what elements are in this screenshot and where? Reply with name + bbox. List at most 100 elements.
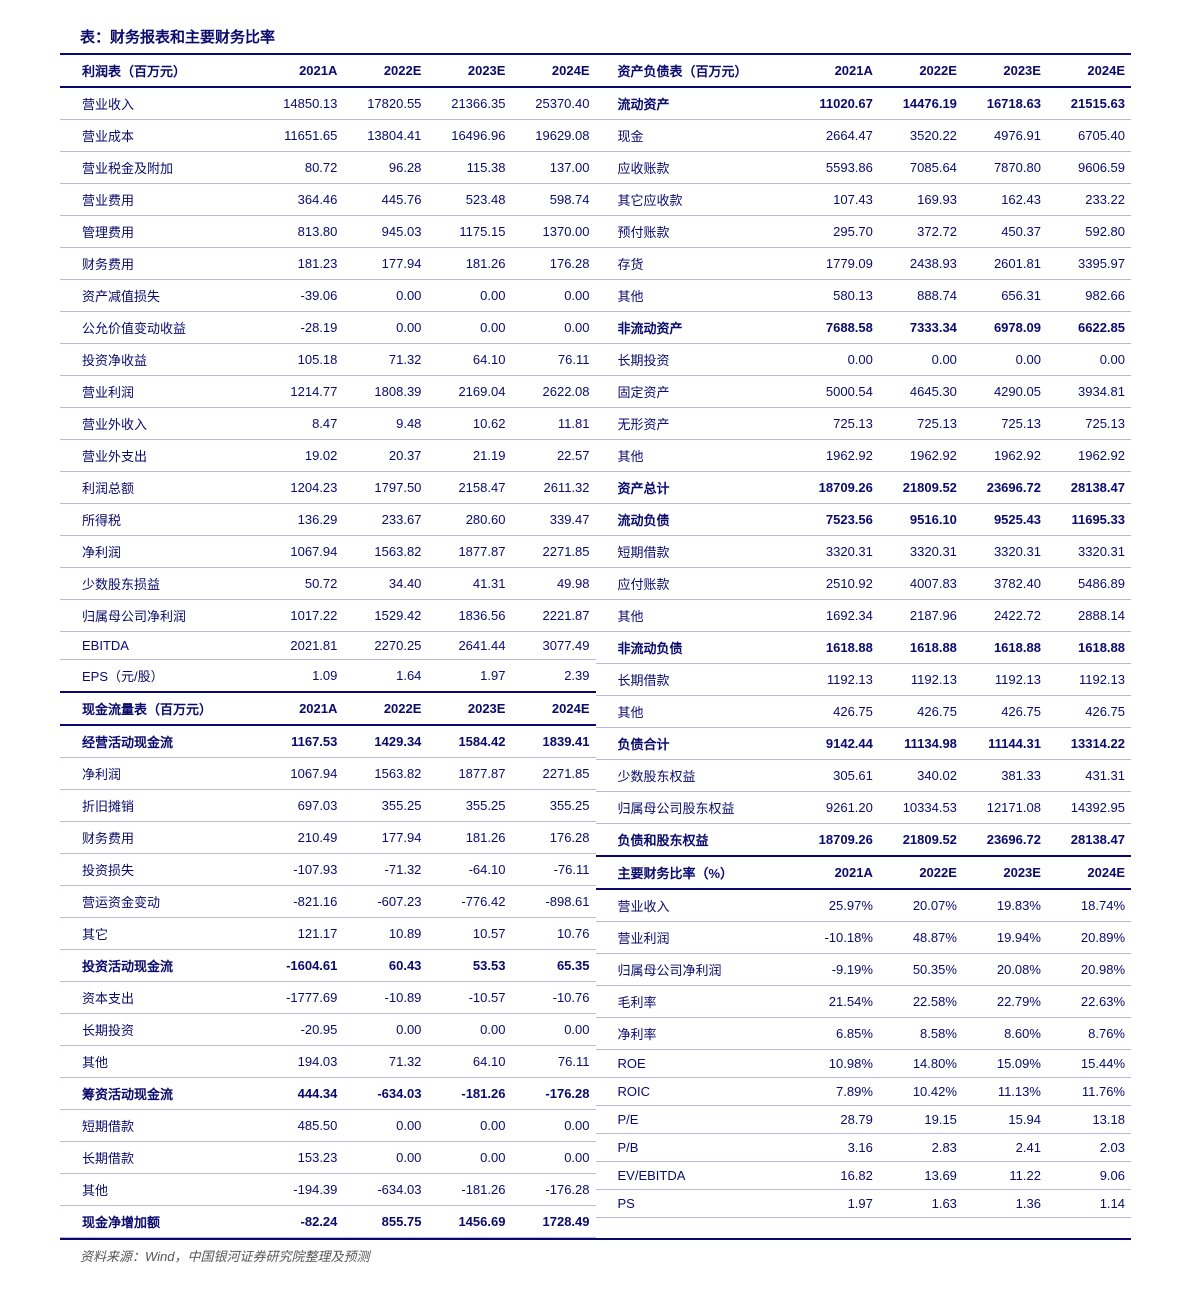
cell-value: 7333.34 xyxy=(879,312,963,344)
table-row: 毛利率21.54%22.58%22.79%22.63% xyxy=(596,986,1132,1018)
cell-value: 7.89% xyxy=(795,1078,879,1106)
cell-value: 3077.49 xyxy=(511,632,595,660)
cell-value: 2.39 xyxy=(511,660,595,693)
row-label: 无形资产 xyxy=(596,408,795,440)
cell-value: 64.10 xyxy=(427,1046,511,1078)
year-header: 2024E xyxy=(1047,856,1131,889)
cell-value: 426.75 xyxy=(1047,696,1131,728)
cell-value: 105.18 xyxy=(259,344,343,376)
cell-value: 137.00 xyxy=(511,152,595,184)
cell-value: 0.00 xyxy=(795,344,879,376)
cell-value: -194.39 xyxy=(259,1174,343,1206)
row-label: 营业税金及附加 xyxy=(60,152,259,184)
row-label: 负债合计 xyxy=(596,728,795,760)
table-row: EPS（元/股）1.091.641.972.39 xyxy=(60,660,596,693)
cell-value: 725.13 xyxy=(1047,408,1131,440)
cell-value: 945.03 xyxy=(343,216,427,248)
table-row: 资本支出-1777.69-10.89-10.57-10.76 xyxy=(60,982,596,1014)
cell-value: -10.76 xyxy=(511,982,595,1014)
table-row: 其他-194.39-634.03-181.26-176.28 xyxy=(60,1174,596,1206)
cell-value: 2158.47 xyxy=(427,472,511,504)
cell-value: 22.58% xyxy=(879,986,963,1018)
table-row: 其他1962.921962.921962.921962.92 xyxy=(596,440,1132,472)
cell-value: 1204.23 xyxy=(259,472,343,504)
cell-value: -28.19 xyxy=(259,312,343,344)
row-label: 投资净收益 xyxy=(60,344,259,376)
cell-value: 6622.85 xyxy=(1047,312,1131,344)
cell-value: 80.72 xyxy=(259,152,343,184)
cell-value: 22.57 xyxy=(511,440,595,472)
cell-value: 1175.15 xyxy=(427,216,511,248)
cell-value: 48.87% xyxy=(879,922,963,954)
cell-value: 3320.31 xyxy=(879,536,963,568)
table-row: 净利率6.85%8.58%8.60%8.76% xyxy=(596,1018,1132,1050)
year-header: 2023E xyxy=(963,55,1047,87)
year-header: 2021A xyxy=(259,55,343,87)
row-label: 净利率 xyxy=(596,1018,795,1050)
cell-value: 1692.34 xyxy=(795,600,879,632)
table-row: 资产总计18709.2621809.5223696.7228138.47 xyxy=(596,472,1132,504)
cell-value: 0.00 xyxy=(343,1142,427,1174)
cell-value: 176.28 xyxy=(511,822,595,854)
table-row: 其他1692.342187.962422.722888.14 xyxy=(596,600,1132,632)
table-row: 归属母公司股东权益9261.2010334.5312171.0814392.95 xyxy=(596,792,1132,824)
cell-value: 4007.83 xyxy=(879,568,963,600)
cell-value: 982.66 xyxy=(1047,280,1131,312)
row-label: 投资损失 xyxy=(60,854,259,886)
cell-value: 15.44% xyxy=(1047,1050,1131,1078)
table-row: 应付账款2510.924007.833782.405486.89 xyxy=(596,568,1132,600)
table-row: 短期借款485.500.000.000.00 xyxy=(60,1110,596,1142)
cell-value: 11.76% xyxy=(1047,1078,1131,1106)
row-label: 所得税 xyxy=(60,504,259,536)
row-label: 应收账款 xyxy=(596,152,795,184)
row-label: 长期借款 xyxy=(60,1142,259,1174)
year-header: 2021A xyxy=(795,55,879,87)
table-row: 净利润1067.941563.821877.872271.85 xyxy=(60,758,596,790)
cell-value: 4645.30 xyxy=(879,376,963,408)
row-label: 营业收入 xyxy=(60,87,259,120)
year-header: 2023E xyxy=(963,856,1047,889)
cell-value: 9261.20 xyxy=(795,792,879,824)
row-label: 资产总计 xyxy=(596,472,795,504)
cell-value: 10334.53 xyxy=(879,792,963,824)
row-label: 营业外支出 xyxy=(60,440,259,472)
row-label: 营运资金变动 xyxy=(60,886,259,918)
year-header: 2024E xyxy=(511,692,595,725)
cell-value: 1429.34 xyxy=(343,725,427,758)
table-row: 公允价值变动收益-28.190.000.000.00 xyxy=(60,312,596,344)
cell-value: 9.48 xyxy=(343,408,427,440)
cell-value: -634.03 xyxy=(343,1078,427,1110)
cell-value: 76.11 xyxy=(511,1046,595,1078)
table-row: 归属母公司净利润-9.19%50.35%20.08%20.98% xyxy=(596,954,1132,986)
cell-value: 9525.43 xyxy=(963,504,1047,536)
year-header: 2022E xyxy=(343,692,427,725)
cell-value: 28.79 xyxy=(795,1106,879,1134)
row-label: 存货 xyxy=(596,248,795,280)
cell-value: 580.13 xyxy=(795,280,879,312)
cell-value: 19.15 xyxy=(879,1106,963,1134)
year-header: 2021A xyxy=(259,692,343,725)
cell-value: -898.61 xyxy=(511,886,595,918)
cell-value: 5000.54 xyxy=(795,376,879,408)
cell-value: 8.58% xyxy=(879,1018,963,1050)
cell-value: 1962.92 xyxy=(1047,440,1131,472)
cell-value: 12171.08 xyxy=(963,792,1047,824)
cell-value: 0.00 xyxy=(427,1014,511,1046)
table-row: 营业利润1214.771808.392169.042622.08 xyxy=(60,376,596,408)
row-label: 营业利润 xyxy=(596,922,795,954)
cell-value: -176.28 xyxy=(511,1174,595,1206)
cell-value: 1067.94 xyxy=(259,758,343,790)
cell-value: 2.41 xyxy=(963,1134,1047,1162)
cell-value: 445.76 xyxy=(343,184,427,216)
cell-value: 1.97 xyxy=(427,660,511,693)
cell-value: 28138.47 xyxy=(1047,472,1131,504)
cell-value: 11144.31 xyxy=(963,728,1047,760)
section-header-label: 主要财务比率（%） xyxy=(596,856,795,889)
cell-value: 339.47 xyxy=(511,504,595,536)
row-label: 净利润 xyxy=(60,536,259,568)
table-row: 现金净增加额-82.24855.751456.691728.49 xyxy=(60,1206,596,1238)
cell-value: 10.98% xyxy=(795,1050,879,1078)
cell-value: 0.00 xyxy=(343,280,427,312)
cell-value: 5486.89 xyxy=(1047,568,1131,600)
table-row: 存货1779.092438.932601.813395.97 xyxy=(596,248,1132,280)
